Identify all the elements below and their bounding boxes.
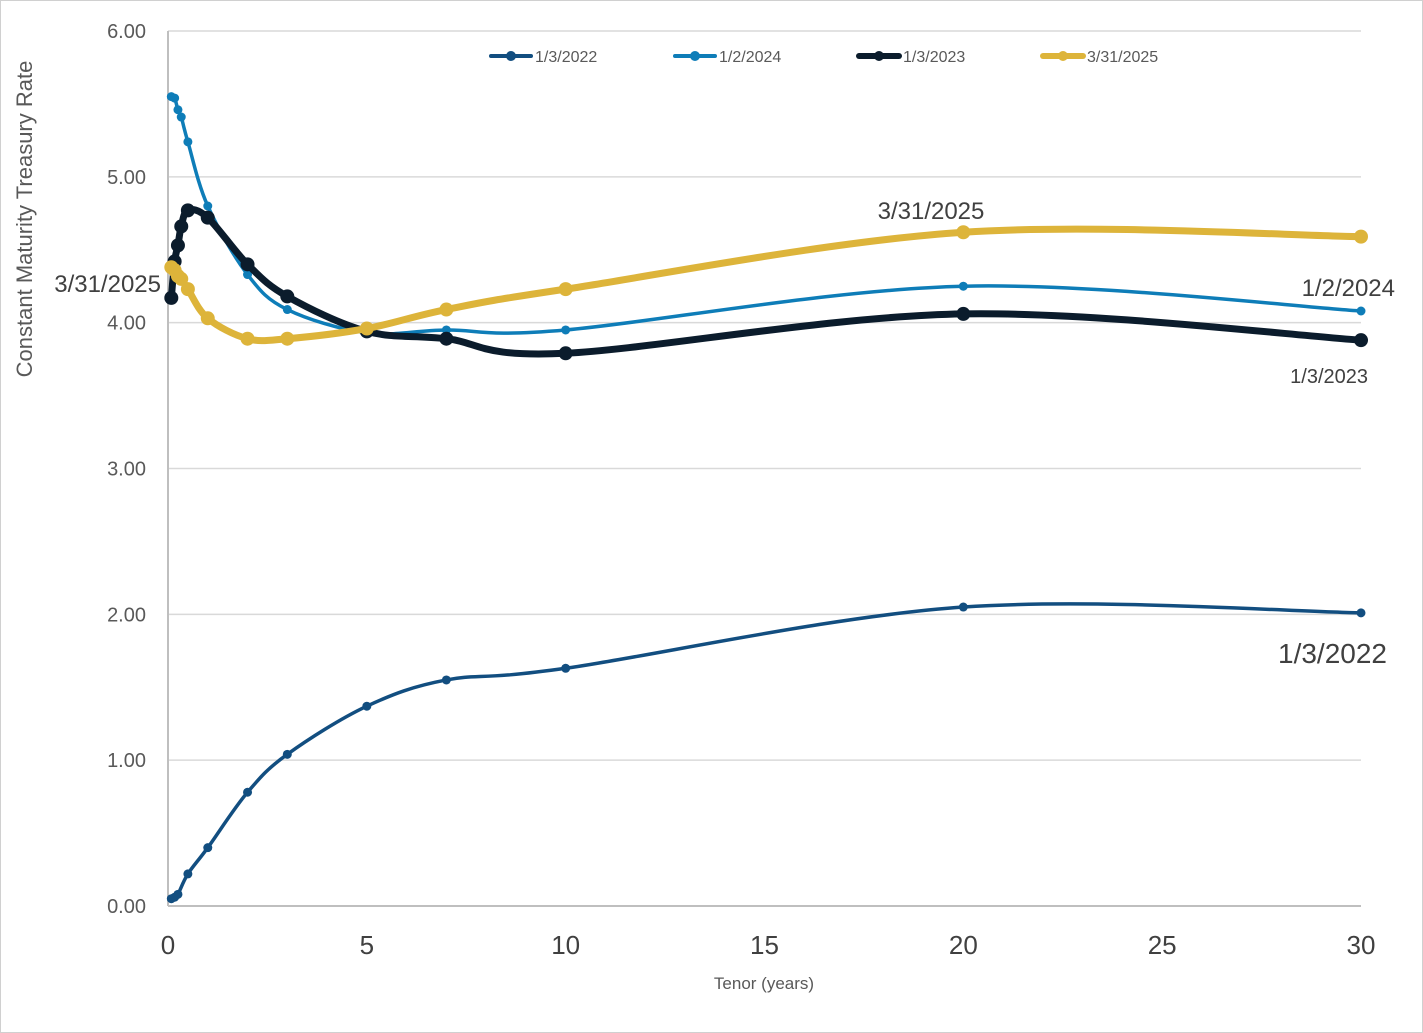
x-tick-label: 10: [551, 930, 580, 960]
x-tick-label: 5: [360, 930, 374, 960]
data-point: [956, 225, 971, 240]
data-point: [1356, 608, 1366, 618]
data-point: [173, 889, 183, 899]
y-tick-label: 5.00: [107, 167, 146, 189]
data-point: [243, 270, 253, 280]
y-axis-label: Constant Maturity Treasury Rate: [12, 61, 37, 378]
data-point: [173, 105, 183, 115]
y-tick-label: 1.00: [107, 750, 146, 772]
legend-label: 3/31/2025: [1087, 49, 1158, 66]
series-start-label: 3/31/2025: [54, 271, 161, 298]
data-point: [183, 137, 193, 147]
data-point: [956, 306, 971, 321]
data-point: [1354, 229, 1368, 244]
data-point: [170, 238, 185, 253]
data-point: [203, 843, 213, 853]
x-axis-label: Tenor (years): [714, 974, 814, 993]
data-point: [180, 203, 195, 218]
data-point: [280, 331, 295, 346]
data-point: [280, 289, 295, 304]
data-point: [176, 112, 186, 122]
data-point: [359, 321, 374, 336]
y-tick-label: 0.00: [107, 896, 146, 918]
data-point: [1354, 333, 1368, 348]
data-point: [282, 749, 292, 759]
y-tick-label: 2.00: [107, 604, 146, 626]
data-point: [439, 302, 454, 317]
data-point: [958, 602, 968, 612]
series-line: [167, 206, 1365, 358]
data-point: [203, 201, 213, 211]
data-point: [561, 663, 571, 673]
data-point: [183, 869, 193, 879]
data-point: [282, 305, 292, 315]
data-point: [439, 331, 454, 346]
legend-label: 1/3/2022: [535, 49, 597, 66]
legend-marker: [874, 51, 884, 61]
x-tick-label: 0: [161, 930, 175, 960]
data-point: [240, 331, 255, 346]
data-point: [243, 787, 253, 797]
x-tick-label: 20: [949, 930, 978, 960]
data-point: [561, 325, 571, 335]
y-tick-label: 3.00: [107, 459, 146, 481]
data-point: [170, 93, 180, 103]
data-point: [958, 281, 968, 291]
data-point: [200, 311, 215, 326]
legend-marker: [690, 51, 700, 61]
y-tick-label: 6.00: [107, 21, 146, 43]
data-point: [240, 257, 255, 272]
series-mid-label: 3/31/2025: [878, 198, 985, 225]
legend-marker: [1058, 51, 1068, 61]
data-point: [174, 219, 189, 234]
series-line: [169, 602, 1363, 901]
data-point: [558, 346, 573, 361]
data-point: [164, 290, 179, 305]
series-end-label: 1/3/2022: [1278, 638, 1387, 669]
y-tick-label: 4.00: [107, 313, 146, 335]
data-point: [362, 701, 372, 711]
x-tick-label: 15: [750, 930, 779, 960]
legend-label: 1/2/2024: [719, 49, 781, 66]
legend-label: 1/3/2023: [903, 49, 965, 66]
x-tick-label: 25: [1148, 930, 1177, 960]
data-point: [1356, 306, 1366, 316]
series-end-label: 1/2/2024: [1302, 275, 1395, 302]
legend-marker: [506, 51, 516, 61]
series-end-label: 1/3/2023: [1290, 366, 1368, 388]
data-point: [174, 271, 189, 286]
data-point: [180, 282, 195, 297]
data-point: [441, 675, 451, 685]
series-line: [169, 94, 1363, 336]
x-tick-label: 30: [1347, 930, 1376, 960]
data-point: [200, 210, 215, 225]
data-point: [558, 282, 573, 297]
